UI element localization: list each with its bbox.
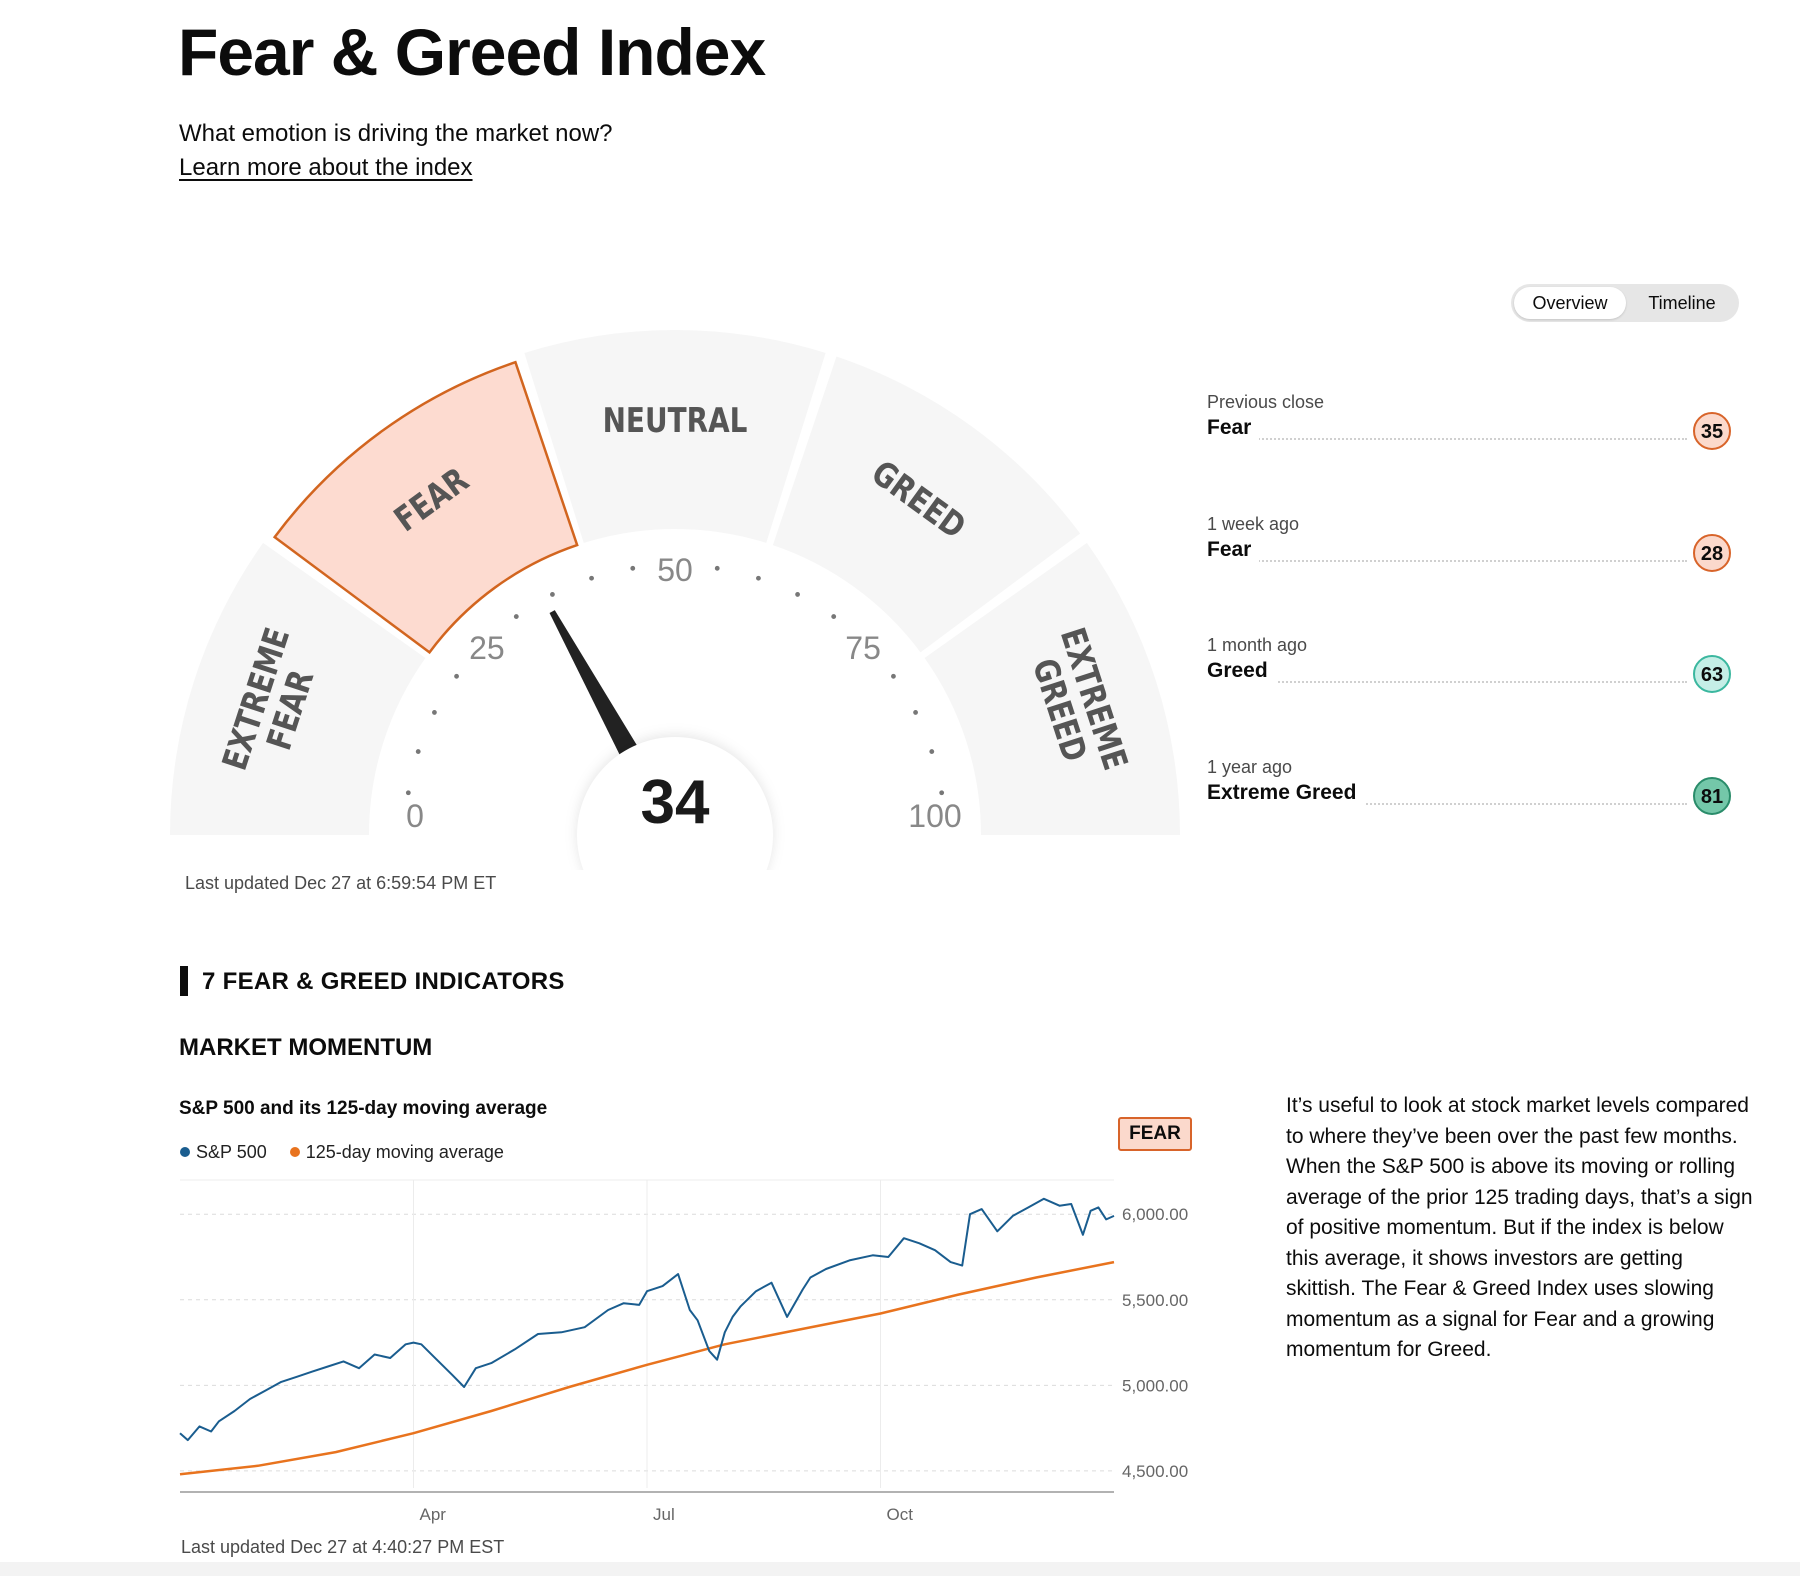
history-leader xyxy=(1207,681,1687,683)
history-when: 1 week ago xyxy=(1207,514,1300,534)
history-rating: Fear xyxy=(1207,416,1260,440)
x-tick-label: Jul xyxy=(653,1505,675,1524)
gauge-tick-dot xyxy=(756,575,761,581)
gauge-segment-extreme-greed xyxy=(924,542,1180,835)
history-when: 1 year ago xyxy=(1207,757,1293,777)
indicators-heading-text: 7 FEAR & GREED INDICATORS xyxy=(202,968,565,995)
history-value-badge: 35 xyxy=(1693,412,1731,450)
section-marker xyxy=(180,966,188,996)
legend-dot xyxy=(180,1147,190,1157)
gauge-needle xyxy=(549,610,651,779)
history-leader xyxy=(1207,803,1687,805)
gauge-tick-label: 50 xyxy=(657,552,693,588)
gauge-tick-dot xyxy=(415,749,421,754)
tab-overview[interactable]: Overview xyxy=(1514,287,1626,319)
history-1-month-ago: 1 month ago Greed 63 xyxy=(1207,635,1733,715)
legend-item-moving-average: 125-day moving average xyxy=(289,1142,504,1162)
history-rating: Greed xyxy=(1207,659,1276,683)
gauge-tick-label: 25 xyxy=(469,630,505,666)
gauge-tick-dot xyxy=(929,749,935,754)
gauge-tick-dot xyxy=(831,614,837,619)
legend-label: 125-day moving average xyxy=(305,1142,504,1162)
x-tick-label: Oct xyxy=(887,1505,914,1524)
gauge-tick-dot xyxy=(550,592,555,597)
gauge-segment-label: NEUTRAL xyxy=(603,401,748,440)
gauge-tick-dot xyxy=(795,592,800,597)
history-rating: Extreme Greed xyxy=(1207,781,1365,805)
y-tick-label: 6,000.00 xyxy=(1122,1205,1188,1224)
tab-timeline[interactable]: Timeline xyxy=(1648,293,1716,313)
page-subtitle: What emotion is driving the market now? xyxy=(179,120,613,147)
indicator-description: It’s useful to look at stock market leve… xyxy=(1286,1094,1753,1361)
gauge-tick-dot xyxy=(405,790,411,796)
history-previous-close: Previous close Fear 35 xyxy=(1207,392,1733,472)
history-1-week-ago: 1 week ago Fear 28 xyxy=(1207,514,1733,594)
gauge-tick-dot xyxy=(589,575,594,581)
series-line-s-p-500 xyxy=(179,1197,1115,1442)
view-toggle: Overview Timeline xyxy=(1511,284,1739,322)
series-line-125-day-moving-average xyxy=(179,1260,1115,1476)
gauge-tick-dot xyxy=(714,565,720,571)
gauge-segment-neutral xyxy=(524,330,826,543)
gauge-tick-dot xyxy=(454,673,459,679)
gauge-segment-greed xyxy=(772,356,1081,653)
gauge-tick-dot xyxy=(913,710,918,715)
page-footer-strip xyxy=(0,1562,1800,1576)
gauge-tick-dot xyxy=(432,710,437,715)
indicators-heading: 7 FEAR & GREED INDICATORS xyxy=(180,968,565,996)
x-tick-label: Apr xyxy=(420,1505,447,1524)
legend-dot xyxy=(289,1147,300,1157)
gauge-tick-dot xyxy=(630,565,636,571)
history-leader xyxy=(1207,560,1687,562)
legend-label: S&P 500 xyxy=(196,1142,267,1162)
legend-item-sp500: S&P 500 xyxy=(180,1142,267,1162)
history-when: 1 month ago xyxy=(1207,635,1308,655)
gauge-hub xyxy=(577,737,773,870)
y-tick-label: 4,500.00 xyxy=(1122,1462,1188,1481)
chart-last-updated: Last updated Dec 27 at 4:40:27 PM EST xyxy=(181,1537,505,1557)
history-value-badge: 28 xyxy=(1693,534,1731,572)
market-momentum-heading: MARKET MOMENTUM xyxy=(179,1034,433,1061)
history-1-year-ago: 1 year ago Extreme Greed 81 xyxy=(1207,757,1733,837)
gauge-tick-label: 75 xyxy=(845,630,881,666)
y-tick-label: 5,500.00 xyxy=(1122,1291,1188,1310)
gauge-segment-fear xyxy=(272,360,579,655)
history-leader xyxy=(1207,438,1687,440)
history-when: Previous close xyxy=(1207,392,1325,412)
chart-legend: S&P 500 125-day moving average xyxy=(180,1142,522,1163)
page-title: Fear & Greed Index xyxy=(178,15,766,89)
gauge-tick-dot xyxy=(891,673,896,679)
history-rating: Fear xyxy=(1207,538,1260,562)
gauge-tick-dot xyxy=(939,790,945,796)
gauge-last-updated: Last updated Dec 27 at 6:59:54 PM ET xyxy=(185,873,497,893)
gauge-segment-extreme-fear xyxy=(170,542,426,835)
gauge-tick-dot xyxy=(513,614,519,619)
gauge-tick-label: 100 xyxy=(908,798,961,834)
chart-title: S&P 500 and its 125-day moving average xyxy=(179,1098,548,1119)
momentum-chart: 4,500.00 5,000.00 5,500.00 6,000.00 Apr Jul Oc… xyxy=(179,1179,1188,1524)
indicator-rating-badge: FEAR xyxy=(1118,1117,1192,1151)
gauge-tick-label: 0 xyxy=(406,798,424,834)
history-value-badge: 81 xyxy=(1693,777,1731,815)
gauge-value: 34 xyxy=(641,768,710,837)
y-tick-label: 5,000.00 xyxy=(1122,1376,1188,1395)
learn-more-link[interactable]: Learn more about the index xyxy=(179,154,473,181)
history-value-badge: 63 xyxy=(1693,655,1731,693)
